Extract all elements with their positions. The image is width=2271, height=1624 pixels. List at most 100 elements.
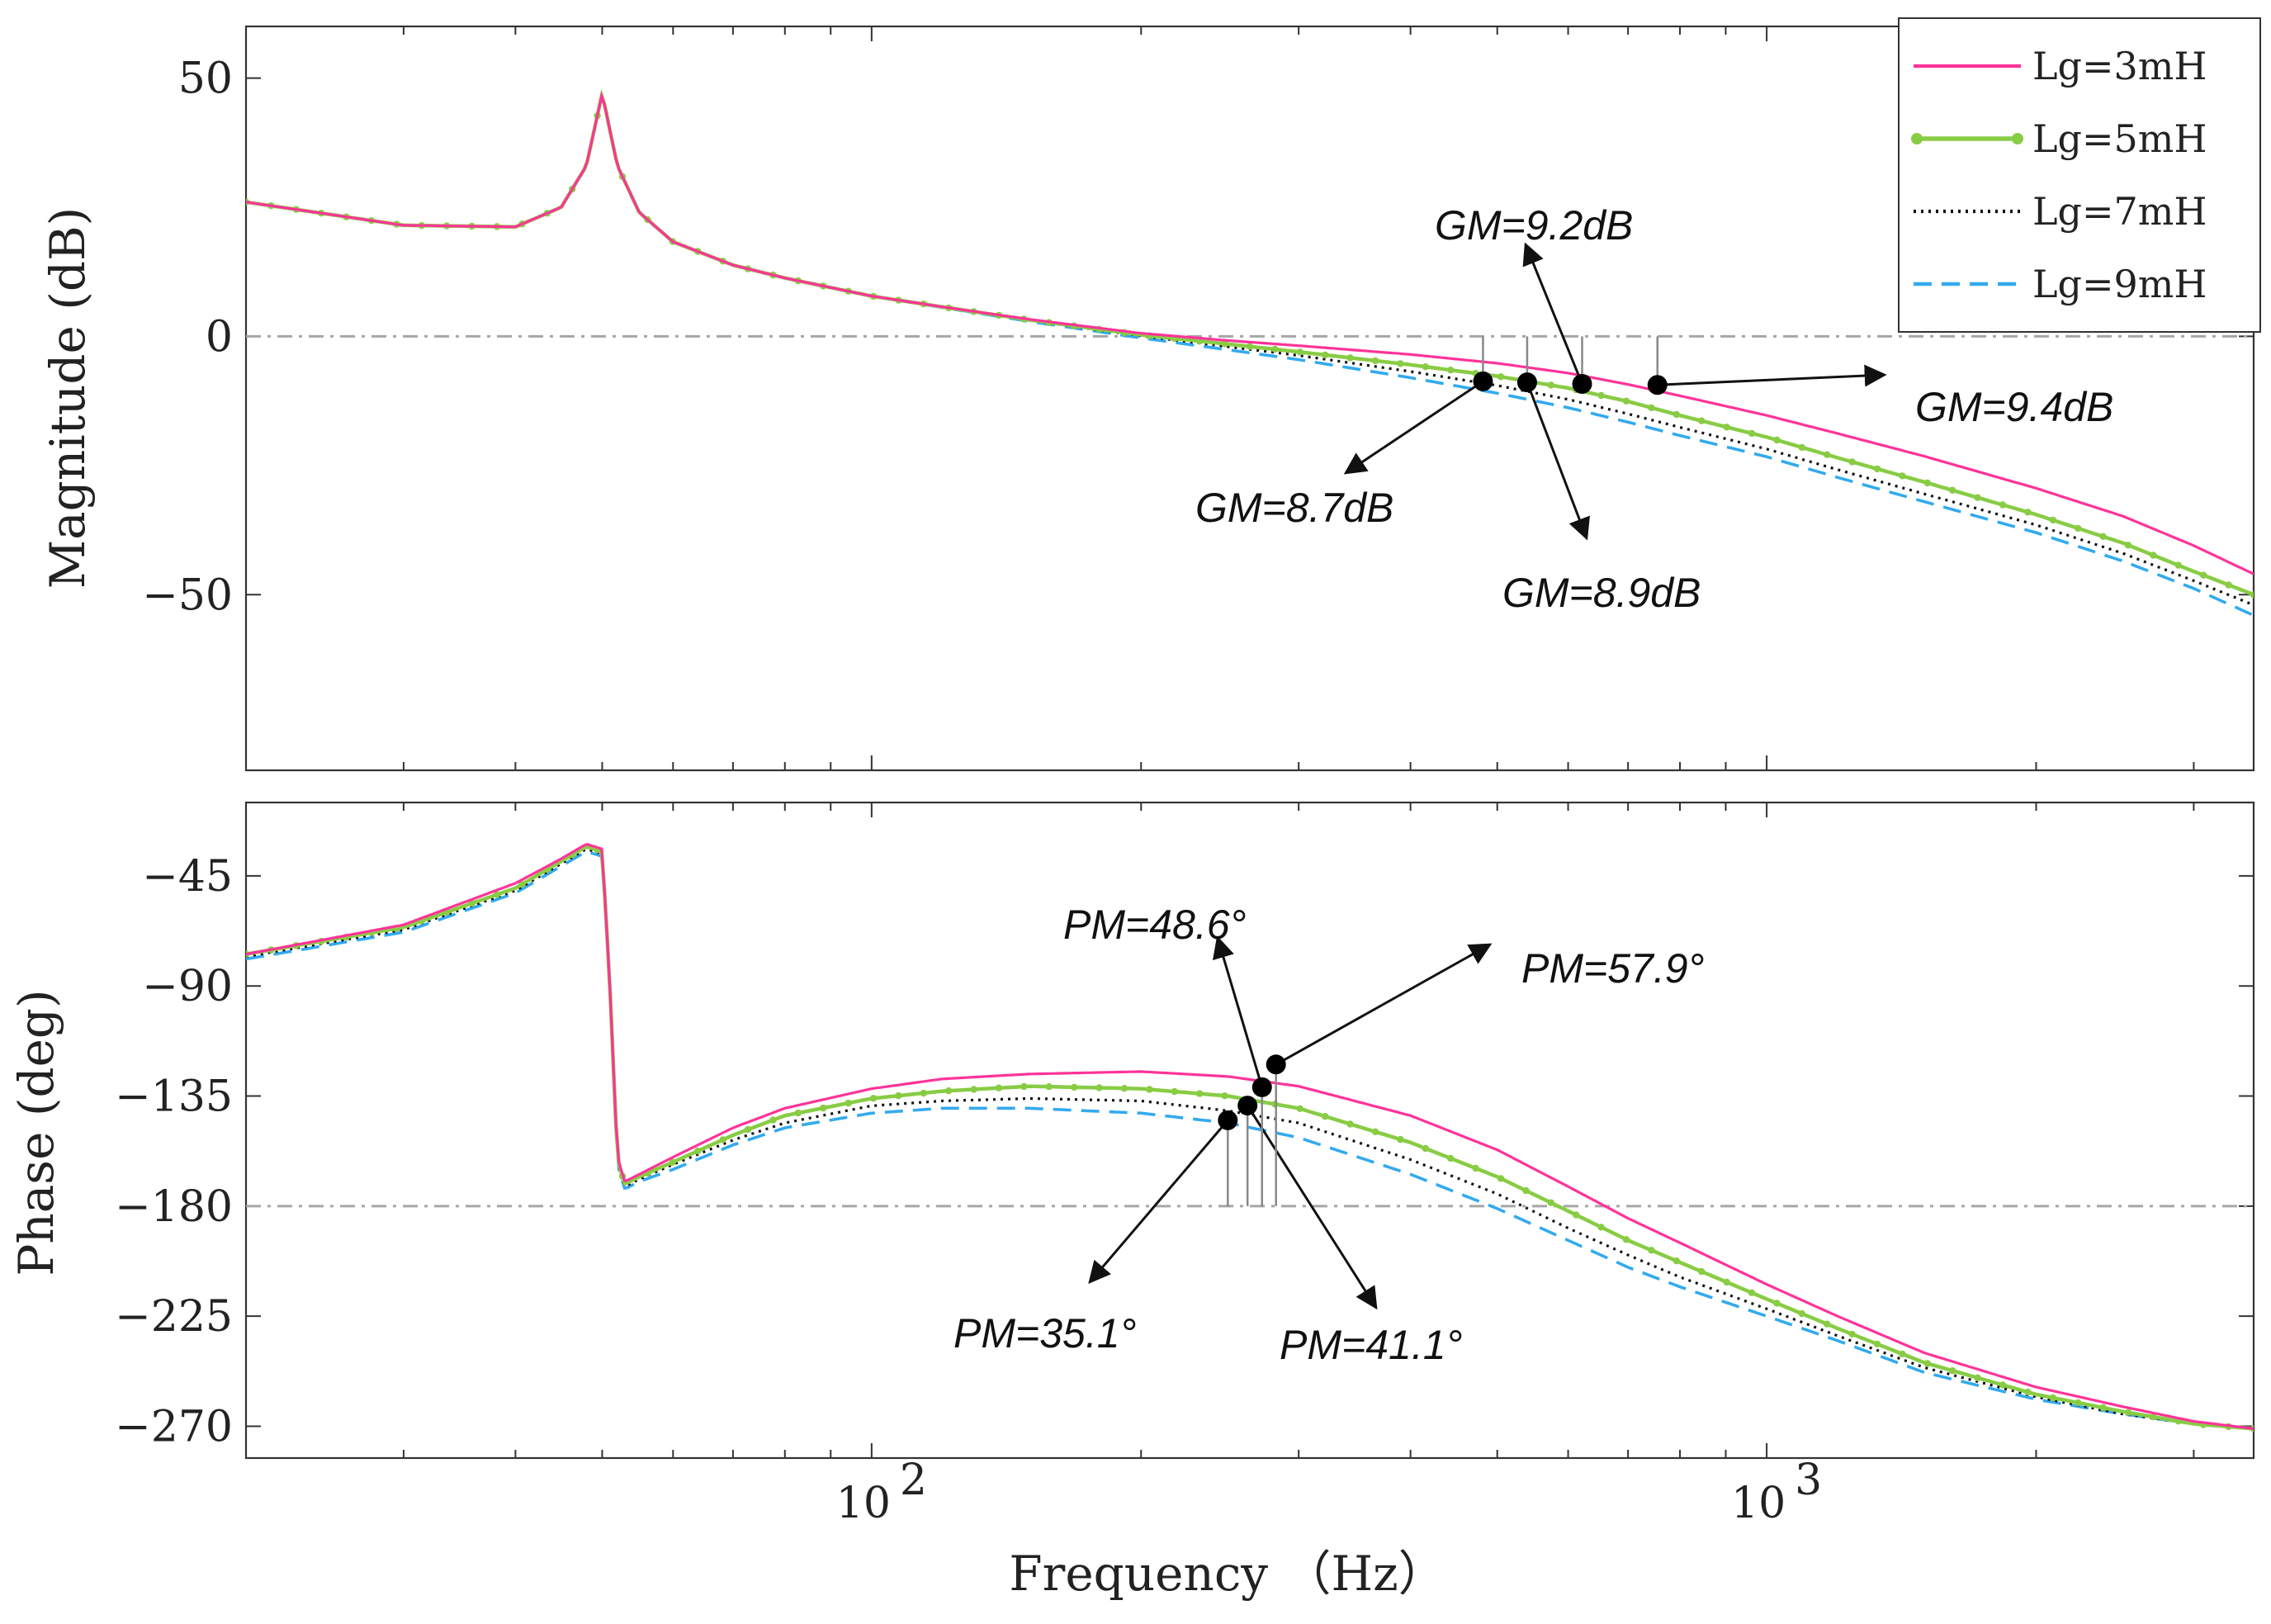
annotation-arrow: [1246, 1105, 1378, 1310]
legend-label: Lg=9mH: [2032, 262, 2207, 306]
series-marker-dot: [2024, 1388, 2032, 1396]
series-marker-dot: [869, 1095, 878, 1102]
series-marker-dot: [1246, 343, 1254, 350]
series-marker-dot: [1346, 354, 1354, 362]
series-marker-dot: [1371, 357, 1379, 365]
series-marker-dot: [1146, 1086, 1153, 1093]
series-marker-dot: [2150, 1413, 2157, 1421]
margin-annotation: PM=35.1°: [953, 1310, 1137, 1356]
legend-items: Lg=3mH Lg=5mH Lg=7mH Lg=9mH: [1911, 44, 2207, 306]
series-marker-dot: [1672, 410, 1681, 419]
y-tick-label: −50: [142, 571, 233, 620]
series-marker-dot: [1949, 1367, 1956, 1375]
series-marker-dot: [1597, 1224, 1605, 1231]
series-marker-dot: [1622, 397, 1630, 405]
series-marker-dot: [1522, 1186, 1530, 1195]
series-marker-dot: [1923, 1360, 1931, 1367]
series-marker-dot: [2174, 561, 2182, 569]
series-marker-dot: [995, 1084, 1003, 1091]
series-marker-dot: [2049, 516, 2056, 524]
margin-annotation: PM=57.9°: [1521, 945, 1705, 992]
series-marker-dot: [719, 1136, 726, 1143]
magnitude-y-axis-label: Magnitude (dB): [40, 207, 96, 589]
series-marker-dot: [1322, 351, 1329, 359]
annotation-arrow: [1088, 1119, 1229, 1285]
series-marker-dot: [1322, 1112, 1329, 1120]
series-marker-dot: [1949, 486, 1956, 494]
series-marker-dot: [1974, 494, 1981, 501]
series-marker-dot: [1422, 363, 1430, 371]
margin-point: [1473, 371, 1493, 391]
series-marker-dot: [1748, 1289, 1756, 1297]
legend-label: Lg=3mH: [2032, 44, 2207, 88]
margin-point: [1237, 1096, 1258, 1116]
series-marker-dot: [2200, 571, 2207, 579]
series-marker-dot: [895, 1091, 902, 1100]
annotation-arrow: [1275, 943, 1493, 1066]
margin-point: [1218, 1110, 1238, 1130]
series-marker-dot: [1723, 1278, 1730, 1286]
series-marker-dot: [2075, 1399, 2082, 1407]
legend: Lg=3mH Lg=5mH Lg=7mH Lg=9mH: [1898, 17, 2261, 333]
series-marker-dot: [1547, 381, 1555, 389]
y-tick-label: −225: [115, 1292, 233, 1342]
series-marker-dot: [1698, 1267, 1706, 1276]
annotation-arrow: [1522, 242, 1583, 385]
margin-point: [1266, 1054, 1286, 1075]
series-marker-dot: [1773, 1300, 1781, 1307]
series-marker-dot: [1497, 1175, 1505, 1182]
series-marker-dot: [2099, 1404, 2107, 1412]
y-tick-label: 0: [206, 312, 233, 362]
series-marker-dot: [1648, 404, 1655, 411]
series-line-lg-9mh: [246, 850, 2254, 1431]
series-marker-dot: [1547, 1199, 1555, 1206]
series-marker-dot: [1999, 501, 2007, 509]
y-tick-label: −270: [115, 1402, 233, 1451]
series-marker-dot: [970, 1086, 977, 1093]
series-marker-dot: [1020, 1082, 1028, 1091]
series-marker-dot: [1723, 424, 1730, 431]
series-marker-dot: [1196, 1090, 1204, 1097]
legend-label: Lg=5mH: [2032, 116, 2207, 161]
margin-annotation: PM=41.1°: [1280, 1322, 1463, 1368]
series-marker-dot: [1296, 1105, 1304, 1113]
annotation-arrow: [1343, 380, 1484, 475]
y-tick-label: −45: [142, 852, 233, 902]
legend-swatch-dot: [2012, 133, 2023, 144]
series-marker-dot: [669, 1158, 676, 1166]
y-tick-label: 50: [178, 54, 233, 104]
series-marker-dot: [1071, 1083, 1078, 1091]
series-marker-dot: [1472, 1164, 1479, 1172]
magnitude-axes-frame: [244, 25, 2255, 772]
y-tick-label: −180: [115, 1182, 233, 1232]
series-marker-dot: [1597, 391, 1605, 400]
series-marker-dot: [518, 880, 526, 888]
margin-point: [1647, 375, 1668, 395]
x-tick-exponent: 3: [1795, 1456, 1822, 1505]
margin-point: [1251, 1077, 1272, 1097]
series-marker-dot: [1422, 1144, 1430, 1153]
series-marker-dot: [1045, 1083, 1053, 1091]
series-marker-dot: [2075, 524, 2082, 533]
series-marker-dot: [1899, 472, 1906, 480]
series-marker-dot: [493, 891, 501, 898]
series-marker-dot: [1672, 1257, 1681, 1265]
legend-label: Lg=7mH: [2032, 189, 2207, 234]
series-marker-dot: [2024, 509, 2032, 516]
annotation-arrow: [1657, 364, 1887, 387]
series-marker-dot: [1622, 1236, 1630, 1243]
series-marker-dot: [1923, 479, 1931, 487]
series-marker-dot: [744, 1125, 752, 1134]
series-marker-dot: [1221, 340, 1228, 348]
series-marker-dot: [1899, 1350, 1906, 1358]
series-marker-dot: [1397, 360, 1404, 367]
series-marker-dot: [845, 1099, 852, 1107]
series-marker-dot: [1095, 1084, 1103, 1091]
series-marker-dot: [1848, 458, 1856, 466]
series-marker-dot: [1221, 1092, 1228, 1100]
series-marker-dot: [1447, 367, 1455, 374]
series-marker-dot: [1296, 348, 1304, 356]
series-marker-dot: [2099, 533, 2107, 540]
